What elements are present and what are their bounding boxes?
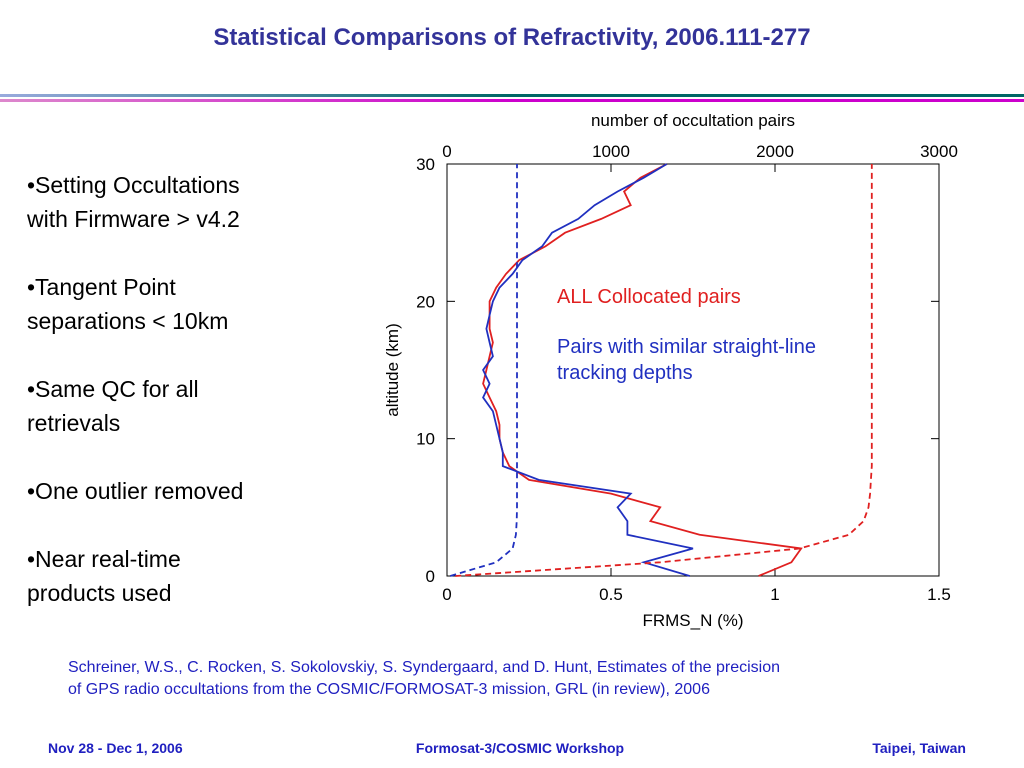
chart: 0 0.5 1 1.5 0 1000 2000 3000 0 10 20 30 FRMS_N (%) nu… xyxy=(383,111,958,630)
x-tick-label: 0 xyxy=(442,585,451,604)
y-tick-label: 0 xyxy=(426,567,435,586)
rule xyxy=(0,99,1024,102)
bullet-line: •Near real-time xyxy=(27,546,181,572)
x2-tick-label: 2000 xyxy=(756,142,794,161)
x-axis-label: FRMS_N (%) xyxy=(642,611,743,630)
x2-tick-label: 1000 xyxy=(592,142,630,161)
y-tick-label: 10 xyxy=(416,430,435,449)
bullet: •Setting Occultations with Firmware > v4.… xyxy=(27,168,243,236)
x-tick-label: 0.5 xyxy=(599,585,623,604)
bullet-line: separations < 10km xyxy=(27,308,229,334)
footer-center: Formosat-3/COSMIC Workshop xyxy=(415,740,625,756)
count-line xyxy=(455,164,873,577)
x2-axis-label: number of occultation pairs xyxy=(591,111,795,130)
bullet-line: •One outlier removed xyxy=(27,478,244,504)
footer-right: Taipei, Taiwan xyxy=(872,740,966,756)
bullet: •One outlier removed xyxy=(27,474,243,508)
reference-line: of GPS radio occultations from the COSMI… xyxy=(68,681,710,698)
y-axis-label: altitude (km) xyxy=(383,323,402,417)
bullet-line: •Tangent Point xyxy=(27,274,176,300)
x2-tick-label: 0 xyxy=(442,142,451,161)
bullet: •Tangent Point separations < 10km xyxy=(27,270,243,338)
frms-line xyxy=(482,163,694,577)
legend-entry: Pairs with similar straight-line trackin… xyxy=(557,336,816,384)
bullet-line: products used xyxy=(27,580,172,606)
reference-line: Schreiner, W.S., C. Rocken, S. Sokolovsk… xyxy=(68,659,781,676)
bullet: •Same QC for all retrievals xyxy=(27,372,243,440)
bullet-line: retrievals xyxy=(27,410,121,436)
plot-frame xyxy=(446,163,940,577)
bullet: •Near real-time products used xyxy=(27,542,243,610)
y-tick-label: 20 xyxy=(416,292,435,311)
bullet-line: •Setting Occultations xyxy=(27,172,240,198)
bullet-line: •Same QC for all xyxy=(27,376,199,402)
reference: Schreiner, W.S., C. Rocken, S. Sokolovsk… xyxy=(68,657,780,701)
legend: ALL Collocated pairs Pairs with similar s… xyxy=(557,284,857,410)
x2-tick-label: 3000 xyxy=(920,142,958,161)
footer-left: Nov 28 - Dec 1, 2006 xyxy=(48,740,183,756)
legend-entry: ALL Collocated pairs xyxy=(557,286,741,308)
rule xyxy=(0,94,1024,97)
x-tick-label: 1.5 xyxy=(927,585,951,604)
bullet-line: with Firmware > v4.2 xyxy=(27,206,240,232)
count-line xyxy=(450,164,518,577)
bullet-list: •Setting Occultations with Firmware > v4.… xyxy=(27,168,243,644)
y-tick-label: 30 xyxy=(416,155,435,174)
slide-title: Statistical Comparisons of Refractivity,… xyxy=(213,24,811,51)
frms-line xyxy=(482,163,803,577)
x-tick-label: 1 xyxy=(770,585,779,604)
